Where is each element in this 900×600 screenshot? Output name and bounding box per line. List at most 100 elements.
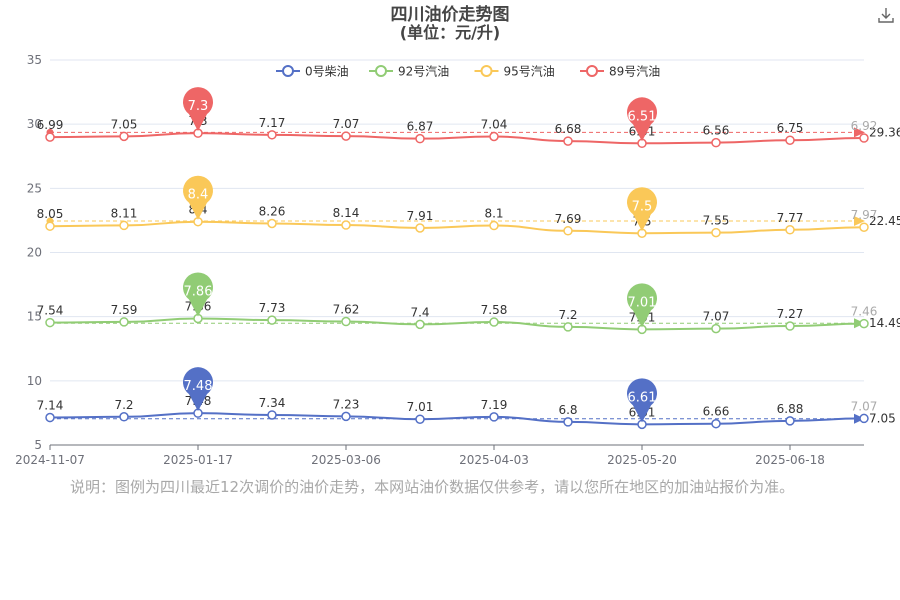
markpoint-max — [183, 272, 213, 317]
series-line — [49, 132, 865, 145]
y-tick-label: 15 — [27, 310, 42, 324]
data-label: 6.56 — [703, 124, 730, 138]
y-axis: 5 10 15 20 25 30 35 — [27, 53, 42, 452]
data-label: 7.73 — [259, 301, 286, 315]
data-point — [119, 220, 129, 231]
y-tick-label: 30 — [27, 117, 42, 131]
markpoint-min — [627, 378, 658, 423]
data-label: 7.14 — [37, 399, 64, 413]
download-icon[interactable] — [877, 6, 895, 24]
data-point — [859, 133, 869, 143]
data-point — [415, 133, 425, 144]
data-point — [267, 218, 277, 229]
data-point — [267, 315, 277, 325]
chart-title: 四川油价走势图 — [391, 4, 510, 25]
legend-marker — [375, 65, 387, 77]
data-label: 7.23 — [333, 397, 360, 411]
grid-lines — [50, 59, 864, 382]
markpoint-min — [627, 97, 657, 142]
markpoint-min-label: 6.61 — [628, 390, 657, 405]
data-point — [119, 317, 129, 327]
average-arrow — [854, 216, 865, 227]
x-tick-label: 2024-11-07 — [15, 453, 85, 467]
x-tick-label: 2025-06-18 — [755, 453, 825, 467]
data-label: 7.04 — [481, 117, 508, 131]
data-label: 8.1 — [484, 207, 503, 221]
series-line — [49, 220, 865, 235]
data-label: 7.01 — [407, 400, 434, 414]
data-label: 6.66 — [703, 405, 730, 419]
data-point — [341, 131, 351, 141]
data-label: 6.88 — [777, 402, 804, 416]
legend-label: 0号柴油 — [305, 65, 349, 79]
data-label: 7.69 — [555, 212, 582, 226]
data-point — [341, 411, 351, 422]
disclaimer-note: 说明：图例为四川最近12次调价的油价走势，本网站油价数据仅供参考，请以您所在地区… — [70, 478, 795, 496]
markpoint-max — [183, 367, 213, 412]
data-label: 8.26 — [259, 204, 286, 218]
data-label: 7.07 — [851, 399, 878, 413]
data-point — [859, 413, 869, 424]
x-tick-label: 2025-01-17 — [163, 453, 233, 467]
data-label: 7.59 — [111, 303, 138, 317]
data-point — [341, 220, 351, 230]
average-value-label: 29.36 — [869, 125, 900, 139]
data-point — [563, 136, 573, 146]
data-point — [415, 319, 425, 330]
markpoint-max — [183, 87, 214, 132]
markpoint-min — [627, 283, 658, 328]
markpoint-max-label: 8.4 — [188, 188, 209, 203]
series-1: 14.49 7.54 7.59 7.86 7.73 7.62 7.4 7.58 7.2 7.01 7… — [37, 272, 900, 335]
data-point — [711, 418, 721, 429]
markpoint-max — [183, 175, 214, 220]
markpoint-min-label: 7.5 — [632, 199, 653, 214]
data-point — [563, 226, 573, 236]
data-point — [859, 318, 869, 329]
data-point — [45, 317, 55, 328]
x-tick-label: 2025-03-06 — [311, 453, 381, 467]
average-value-label: 14.49 — [869, 316, 900, 330]
markpoint-max-label: 7.48 — [184, 379, 213, 394]
data-point — [563, 322, 573, 332]
markpoint-min-label: 6.51 — [628, 109, 657, 124]
data-point — [785, 135, 795, 145]
legend-item-1[interactable]: 92号汽油 — [369, 64, 449, 79]
x-axis: 2024-11-07 2025-01-17 2025-03-06 2025-04-03… — [15, 444, 864, 467]
data-label: 7.34 — [259, 396, 286, 410]
data-label: 8.05 — [37, 207, 64, 221]
legend-marker — [480, 65, 493, 77]
data-point — [267, 410, 277, 420]
markpoint-max-label: 7.3 — [188, 99, 209, 114]
legend-item-0[interactable]: 0号柴油 — [276, 65, 349, 79]
data-label: 7.91 — [407, 209, 434, 223]
data-label: 7.4 — [410, 305, 429, 319]
data-point — [415, 223, 425, 233]
data-label: 7.17 — [259, 116, 286, 130]
legend-marker — [586, 65, 598, 77]
legend-marker — [282, 65, 294, 77]
legend[interactable]: 0号柴油 92号汽油 95号汽油 89号汽油 — [276, 64, 660, 79]
data-point — [711, 137, 721, 148]
data-point — [711, 323, 721, 334]
legend-item-2[interactable]: 95号汽油 — [474, 64, 555, 79]
y-tick-label: 20 — [27, 246, 42, 260]
legend-label: 89号汽油 — [609, 64, 660, 79]
data-label: 6.75 — [777, 121, 804, 135]
data-point — [119, 131, 129, 142]
y-tick-label: 10 — [27, 374, 42, 388]
data-label: 7.46 — [851, 305, 878, 319]
y-tick-label: 35 — [27, 53, 42, 67]
data-point — [785, 225, 795, 235]
data-label: 7.27 — [777, 307, 804, 321]
data-label: 7.07 — [703, 310, 730, 324]
legend-item-3[interactable]: 89号汽油 — [580, 64, 660, 79]
series-3: 29.36 6.99 7.05 7.3 7.17 7.07 6.87 7.04 6.68 6.51… — [37, 87, 900, 149]
data-label: 6.8 — [558, 403, 577, 417]
data-point — [489, 317, 499, 327]
data-label: 7.58 — [481, 303, 508, 317]
average-value-label: 22.45 — [869, 214, 900, 228]
data-label: 7.07 — [333, 117, 360, 131]
data-point — [785, 416, 795, 426]
data-point — [489, 412, 499, 422]
